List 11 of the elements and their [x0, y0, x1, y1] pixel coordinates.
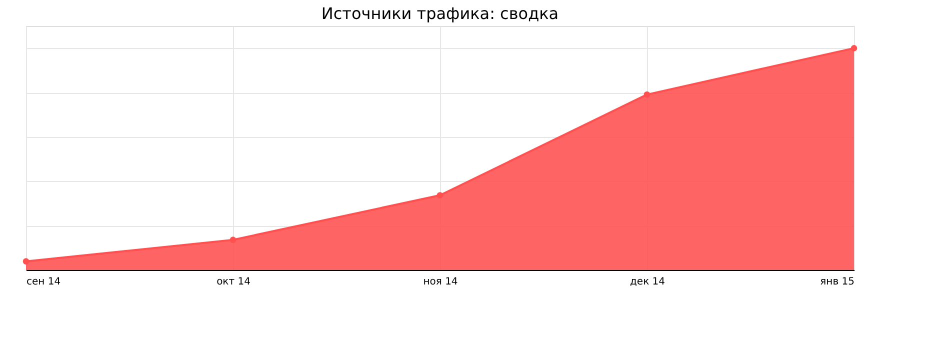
point [22, 258, 30, 265]
point [436, 192, 444, 198]
point [850, 45, 858, 52]
x-tick-label: сен 14 [26, 276, 61, 288]
x-tick-label: дек 14 [630, 276, 666, 288]
x-tick-label: янв 15 [820, 276, 854, 288]
point [230, 236, 236, 243]
chart-title: Источники трафика: сводка [321, 4, 559, 23]
point [644, 91, 650, 98]
x-tick-label: ноя 14 [423, 276, 458, 288]
x-tick-label: окт 14 [216, 276, 250, 288]
